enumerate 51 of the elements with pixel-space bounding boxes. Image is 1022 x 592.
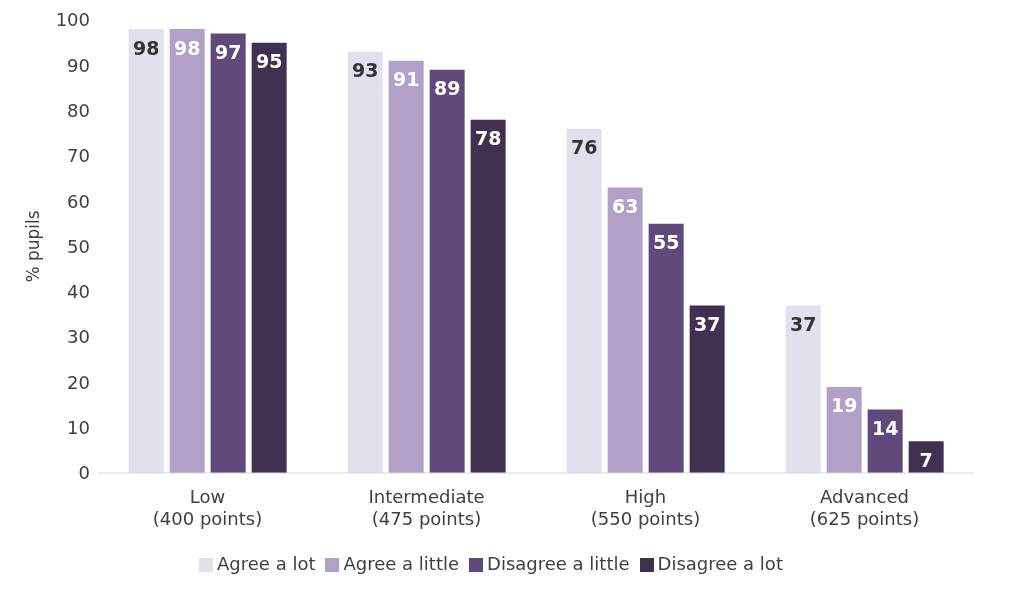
x-tick-label: High (550 points) (590, 486, 701, 529)
bar (566, 128, 602, 473)
bar (785, 305, 821, 473)
data-label: 98 (173, 36, 201, 59)
y-tick-label: 40 (67, 281, 90, 303)
y-tick-label: 10 (67, 417, 90, 439)
data-label: 63 (611, 195, 639, 218)
bar (689, 305, 725, 473)
data-label: 76 (570, 136, 598, 159)
y-tick-label: 50 (67, 235, 90, 257)
data-label: 19 (830, 394, 858, 417)
legend-label: Agree a lot (217, 553, 316, 574)
data-label: 37 (789, 312, 817, 335)
bar (388, 60, 424, 473)
y-tick-label: 100 (55, 9, 90, 31)
y-tick-label: 80 (67, 99, 90, 121)
bar (169, 29, 205, 473)
y-tick-label: 30 (67, 326, 90, 348)
data-label: 91 (392, 68, 420, 91)
legend-label: Disagree a lot (657, 553, 783, 574)
bar (607, 187, 643, 473)
bar (128, 29, 164, 473)
y-tick-label: 20 (67, 371, 90, 393)
data-label: 89 (433, 77, 461, 100)
bar (251, 42, 287, 473)
data-label: 14 (871, 417, 899, 440)
y-axis-title: % pupils (23, 210, 44, 283)
bar (908, 441, 944, 473)
x-tick-label: Advanced (625 points) (809, 486, 920, 529)
data-label: 98 (132, 36, 160, 59)
data-label: 78 (474, 127, 502, 150)
data-label: 93 (351, 59, 379, 82)
data-label: 37 (693, 312, 721, 335)
data-label: 97 (214, 41, 242, 64)
legend-label: Agree a little (343, 553, 460, 574)
y-tick-label: 0 (78, 462, 90, 484)
bar (470, 119, 506, 473)
legend-label: Disagree a little (487, 553, 630, 574)
bar (648, 223, 684, 473)
data-label: 7 (919, 448, 933, 471)
bar (429, 69, 465, 473)
bar (826, 386, 862, 473)
bar (347, 51, 383, 473)
x-tick-label: Low (400 points) (152, 486, 263, 529)
y-tick-label: 60 (67, 190, 90, 212)
data-label: 55 (652, 231, 680, 254)
bar (210, 33, 246, 473)
y-tick-label: 70 (67, 145, 90, 167)
data-label: 95 (255, 50, 283, 73)
x-tick-label: Intermediate (475 points) (368, 486, 485, 529)
y-tick-label: 90 (67, 54, 90, 76)
